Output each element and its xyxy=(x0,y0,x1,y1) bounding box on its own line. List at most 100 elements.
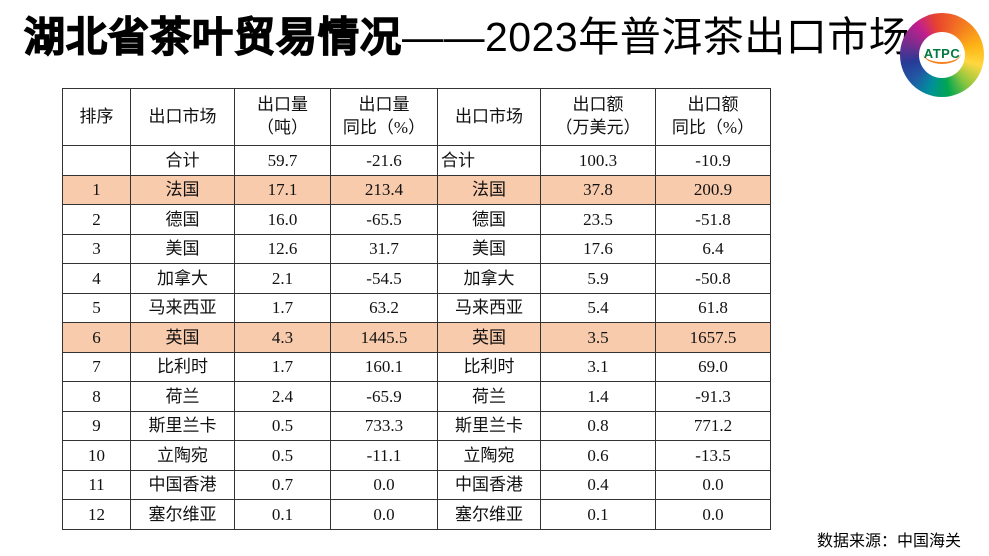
cell-export-volume: 1.7 xyxy=(234,292,331,323)
table-row: 5 马来西亚 1.7 63.2 马来西亚 5.4 61.8 xyxy=(62,292,771,323)
cell-rank xyxy=(62,145,131,176)
cell-export-volume: 4.3 xyxy=(234,322,331,353)
cell-market-volume: 德国 xyxy=(130,204,235,235)
table-row: 6 英国 4.3 1445.5 英国 3.5 1657.5 xyxy=(62,322,771,353)
cell-value-yoy: 200.9 xyxy=(655,174,771,205)
cell-value-yoy: 1657.5 xyxy=(655,322,771,353)
column-header-export-volume-yoy: 出口量 同比（%） xyxy=(330,88,438,146)
cell-value-yoy: 0.0 xyxy=(655,469,771,500)
cell-export-volume: 2.1 xyxy=(234,263,331,294)
atpc-logo-text: ATPC xyxy=(922,46,962,64)
cell-value-yoy: 771.2 xyxy=(655,410,771,441)
cell-market-value: 荷兰 xyxy=(437,381,541,412)
cell-value-yoy: -13.5 xyxy=(655,440,771,471)
cell-export-volume: 17.1 xyxy=(234,174,331,205)
cell-market-volume: 比利时 xyxy=(130,351,235,382)
column-header-market-value: 出口市场 xyxy=(437,88,541,146)
cell-value-yoy: -50.8 xyxy=(655,263,771,294)
cell-market-volume: 合计 xyxy=(130,145,235,176)
cell-volume-yoy: -11.1 xyxy=(330,440,438,471)
atpc-logo: ATPC xyxy=(900,13,984,97)
cell-export-volume: 59.7 xyxy=(234,145,331,176)
cell-export-value: 100.3 xyxy=(540,145,656,176)
table-row: 8 荷兰 2.4 -65.9 荷兰 1.4 -91.3 xyxy=(62,381,771,412)
table-row: 9 斯里兰卡 0.5 733.3 斯里兰卡 0.8 771.2 xyxy=(62,410,771,441)
cell-market-value: 立陶宛 xyxy=(437,440,541,471)
cell-volume-yoy: 0.0 xyxy=(330,469,438,500)
cell-market-value: 比利时 xyxy=(437,351,541,382)
cell-export-value: 17.6 xyxy=(540,233,656,264)
cell-rank: 8 xyxy=(62,381,131,412)
cell-volume-yoy: 733.3 xyxy=(330,410,438,441)
cell-market-volume: 法国 xyxy=(130,174,235,205)
cell-market-value: 马来西亚 xyxy=(437,292,541,323)
cell-volume-yoy: 213.4 xyxy=(330,174,438,205)
cell-rank: 11 xyxy=(62,469,131,500)
cell-volume-yoy: 160.1 xyxy=(330,351,438,382)
cell-rank: 10 xyxy=(62,440,131,471)
column-header-rank: 排序 xyxy=(62,88,131,146)
column-header-market-volume: 出口市场 xyxy=(130,88,235,146)
cell-volume-yoy: 1445.5 xyxy=(330,322,438,353)
cell-volume-yoy: -65.5 xyxy=(330,204,438,235)
cell-export-volume: 16.0 xyxy=(234,204,331,235)
cell-value-yoy: 0.0 xyxy=(655,499,771,530)
cell-volume-yoy: 0.0 xyxy=(330,499,438,530)
cell-market-value: 中国香港 xyxy=(437,469,541,500)
cell-market-value: 斯里兰卡 xyxy=(437,410,541,441)
cell-value-yoy: 69.0 xyxy=(655,351,771,382)
export-table-container: 排序 出口市场 出口量 （吨） 出口量 同比（%） 出口市场 出口额 （万美元） xyxy=(62,88,771,530)
table-row: 2 德国 16.0 -65.5 德国 23.5 -51.8 xyxy=(62,204,771,235)
atpc-logo-center: ATPC xyxy=(919,32,965,78)
cell-export-value: 5.4 xyxy=(540,292,656,323)
cell-export-value: 5.9 xyxy=(540,263,656,294)
cell-market-value: 法国 xyxy=(437,174,541,205)
cell-export-volume: 2.4 xyxy=(234,381,331,412)
cell-value-yoy: 6.4 xyxy=(655,233,771,264)
cell-export-value: 0.4 xyxy=(540,469,656,500)
table-row: 4 加拿大 2.1 -54.5 加拿大 5.9 -50.8 xyxy=(62,263,771,294)
cell-rank: 3 xyxy=(62,233,131,264)
cell-export-value: 0.1 xyxy=(540,499,656,530)
column-header-export-value: 出口额 （万美元） xyxy=(540,88,656,146)
table-body: 合计 59.7 -21.6 合计 100.3 -10.9 1 法国 17.1 2… xyxy=(62,145,771,530)
cell-rank: 12 xyxy=(62,499,131,530)
cell-volume-yoy: 31.7 xyxy=(330,233,438,264)
cell-value-yoy: 61.8 xyxy=(655,292,771,323)
cell-value-yoy: -91.3 xyxy=(655,381,771,412)
cell-export-value: 1.4 xyxy=(540,381,656,412)
cell-export-value: 0.6 xyxy=(540,440,656,471)
cell-rank: 6 xyxy=(62,322,131,353)
cell-export-value: 3.5 xyxy=(540,322,656,353)
table-row: 11 中国香港 0.7 0.0 中国香港 0.4 0.0 xyxy=(62,469,771,500)
cell-market-value: 加拿大 xyxy=(437,263,541,294)
cell-market-volume: 加拿大 xyxy=(130,263,235,294)
cell-volume-yoy: -65.9 xyxy=(330,381,438,412)
table-header-row: 排序 出口市场 出口量 （吨） 出口量 同比（%） 出口市场 出口额 （万美元） xyxy=(62,88,771,146)
table-row: 10 立陶宛 0.5 -11.1 立陶宛 0.6 -13.5 xyxy=(62,440,771,471)
table-row: 合计 59.7 -21.6 合计 100.3 -10.9 xyxy=(62,145,771,176)
cell-volume-yoy: -54.5 xyxy=(330,263,438,294)
cell-export-volume: 0.5 xyxy=(234,440,331,471)
page-title-bold-segment: 湖北省茶叶贸易情况 xyxy=(23,13,402,60)
data-source-note: 数据来源：中国海关 xyxy=(816,533,961,550)
cell-export-volume: 1.7 xyxy=(234,351,331,382)
cell-rank: 7 xyxy=(62,351,131,382)
cell-value-yoy: -51.8 xyxy=(655,204,771,235)
cell-export-value: 37.8 xyxy=(540,174,656,205)
cell-rank: 9 xyxy=(62,410,131,441)
cell-rank: 4 xyxy=(62,263,131,294)
table-row: 12 塞尔维亚 0.1 0.0 塞尔维亚 0.1 0.0 xyxy=(62,499,771,530)
cell-market-volume: 美国 xyxy=(130,233,235,264)
cell-market-value: 德国 xyxy=(437,204,541,235)
cell-market-value: 英国 xyxy=(437,322,541,353)
cell-export-value: 23.5 xyxy=(540,204,656,235)
cell-market-value: 美国 xyxy=(437,233,541,264)
table-row: 1 法国 17.1 213.4 法国 37.8 200.9 xyxy=(62,174,771,205)
page-title-light-segment: ——2023年普洱茶出口市场 xyxy=(402,14,911,60)
table-row: 7 比利时 1.7 160.1 比利时 3.1 69.0 xyxy=(62,351,771,382)
cell-market-volume: 英国 xyxy=(130,322,235,353)
puer-tea-export-table: 排序 出口市场 出口量 （吨） 出口量 同比（%） 出口市场 出口额 （万美元） xyxy=(62,88,771,530)
cell-market-value: 合计 xyxy=(437,145,541,176)
cell-export-value: 3.1 xyxy=(540,351,656,382)
